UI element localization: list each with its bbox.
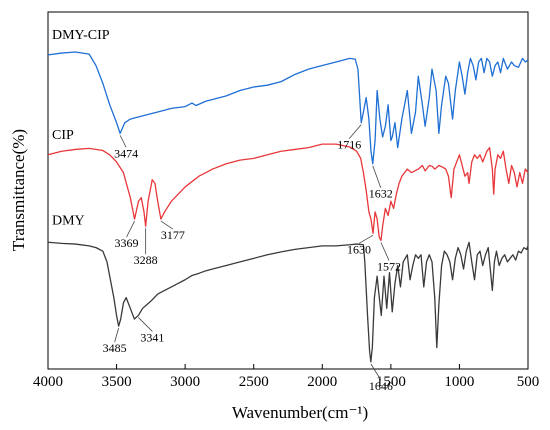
series-line-dmy — [47, 241, 529, 363]
x-tick-label: 1500 — [376, 374, 406, 390]
peak-leader-line — [380, 242, 390, 261]
x-axis-ticks: 4000 3500 3000 2500 2000 1500 1000 500 — [33, 364, 539, 390]
peak-leader-line — [370, 363, 382, 381]
peak-leader-line — [358, 234, 374, 244]
x-tick-label: 2000 — [307, 374, 337, 390]
peak-leader-line — [119, 135, 127, 148]
peak-leader-line — [138, 317, 153, 332]
x-tick-label: 4000 — [33, 374, 63, 390]
x-tick-label: 2500 — [239, 374, 269, 390]
peak-label: 3369 — [115, 236, 139, 250]
series-name-label: DMY-CIP — [52, 28, 110, 43]
peak-leader-line — [372, 165, 382, 188]
peak-leader-line — [114, 328, 120, 343]
x-tick-label: 3500 — [102, 374, 132, 390]
peak-leader-line — [160, 220, 174, 230]
peak-label: 3474 — [114, 146, 138, 160]
peak-label: 3485 — [103, 341, 127, 355]
peak-label: 1632 — [369, 187, 393, 201]
peak-label: 1630 — [347, 242, 371, 256]
plot-frame — [47, 11, 529, 370]
x-tick-label: 1000 — [444, 374, 474, 390]
series-name-label: DMY — [52, 213, 85, 228]
series-labels: DMY-CIP CIP DMY — [52, 28, 110, 228]
plot-area — [47, 51, 529, 363]
x-tick-label: 500 — [517, 374, 540, 390]
peak-leader-line — [348, 124, 362, 139]
series-line-dmy-cip — [47, 51, 529, 165]
x-tick-label: 3000 — [170, 374, 200, 390]
y-axis-label: Transmittance(%) — [9, 129, 28, 251]
peak-label: 1646 — [369, 379, 393, 393]
peak-leader-line — [126, 220, 135, 238]
peak-label: 1716 — [337, 138, 361, 152]
series-line-cip — [47, 143, 529, 242]
peak-label: 3177 — [161, 228, 185, 242]
peak-label: 3288 — [134, 253, 158, 267]
peak-label: 1572 — [377, 259, 401, 273]
series-name-label: CIP — [52, 128, 74, 143]
peak-label: 3341 — [140, 330, 164, 344]
x-axis-label: Wavenumber(cm⁻¹) — [232, 403, 368, 422]
